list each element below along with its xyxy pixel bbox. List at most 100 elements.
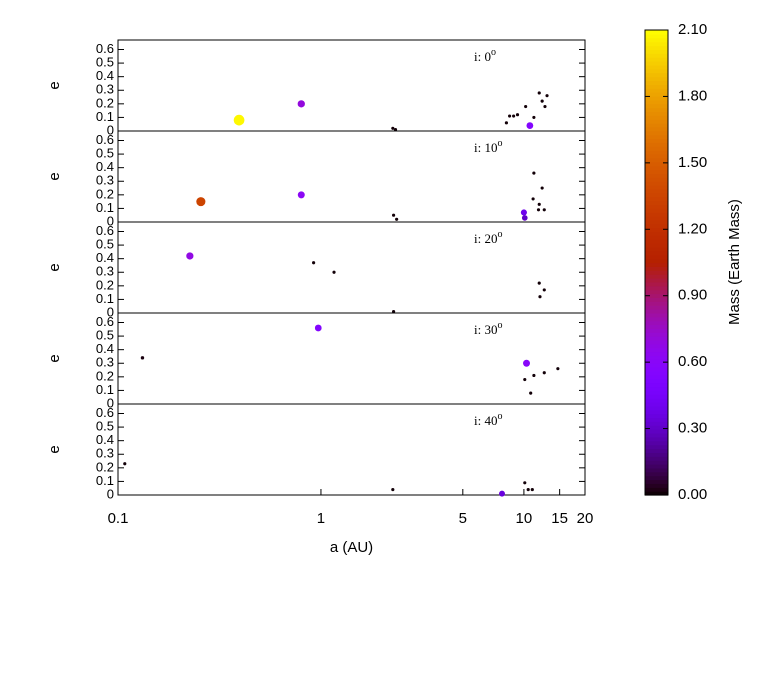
colorbar-segment xyxy=(645,433,668,438)
colorbar-segment xyxy=(645,483,668,488)
y-tick-label: 0.4 xyxy=(96,159,114,174)
colorbar-segment xyxy=(645,223,668,229)
y-tick-label: 0.3 xyxy=(96,355,114,370)
colorbar-segment xyxy=(645,479,668,484)
colorbar-segment xyxy=(645,371,668,376)
point xyxy=(521,215,528,221)
colorbar-segment xyxy=(645,456,668,461)
colorbar-segment xyxy=(645,425,668,430)
colorbar-segment xyxy=(645,30,668,35)
colorbar-segment xyxy=(645,421,668,426)
point xyxy=(499,490,505,497)
y-tick-label: 0.6 xyxy=(96,132,114,147)
colorbar-segment xyxy=(645,394,668,399)
y-tick-label: 0.4 xyxy=(96,341,114,356)
point xyxy=(537,202,541,206)
point xyxy=(540,186,544,190)
colorbar-tick-label: 2.10 xyxy=(678,21,707,38)
panel-frame xyxy=(117,312,586,405)
annotation-text: i: 10 xyxy=(474,140,497,155)
y-tick-label: 0.3 xyxy=(96,82,114,97)
y-tick-label: 0.1 xyxy=(96,473,114,488)
colorbar-segment xyxy=(645,45,668,50)
point xyxy=(512,114,516,118)
colorbar-segment xyxy=(645,84,668,89)
colorbar-segment xyxy=(645,460,668,465)
colorbar-segment xyxy=(645,161,668,167)
colorbar-segment xyxy=(645,150,668,155)
y-tick-label: 0.5 xyxy=(96,146,114,161)
colorbar-segment xyxy=(645,192,668,198)
y-tick-label: 0.3 xyxy=(96,173,114,188)
point xyxy=(540,99,544,103)
colorbar-segment xyxy=(645,309,668,314)
y-tick-label: 0.1 xyxy=(96,291,114,306)
y-tick-label: 0.1 xyxy=(96,200,114,215)
colorbar-segment xyxy=(645,72,668,78)
panel-annotation: i: 0o xyxy=(474,47,496,64)
colorbar-segment xyxy=(645,436,668,442)
annotation-sup: o xyxy=(497,320,502,331)
colorbar-segment xyxy=(645,227,668,233)
colorbar-segment xyxy=(645,92,668,97)
colorbar-segment xyxy=(645,243,668,248)
point xyxy=(196,197,206,207)
point xyxy=(545,94,549,98)
point xyxy=(526,122,534,129)
colorbar-tick-label: 1.20 xyxy=(678,220,707,237)
panel-frame xyxy=(117,403,586,496)
colorbar-segment xyxy=(645,115,668,120)
colorbar-segment xyxy=(645,347,668,353)
point xyxy=(537,281,541,285)
colorbar-segment xyxy=(645,247,668,252)
colorbar-segment xyxy=(645,340,668,345)
y-tick-label: 0.2 xyxy=(96,368,114,383)
colorbar-segment xyxy=(645,359,668,364)
y-axis-label: e xyxy=(46,445,63,453)
colorbar-segment xyxy=(645,173,668,178)
y-tick-label: 0.2 xyxy=(96,186,114,201)
colorbar-segment xyxy=(645,363,668,368)
colorbar-segment xyxy=(645,37,668,43)
colorbar-segment xyxy=(645,119,668,124)
colorbar-segment xyxy=(645,80,668,85)
point xyxy=(392,213,396,217)
y-tick-label: 0.6 xyxy=(96,314,114,329)
colorbar-tick-label: 1.50 xyxy=(678,154,707,171)
colorbar-segment xyxy=(645,402,668,407)
point xyxy=(504,121,508,125)
point xyxy=(529,391,533,395)
colorbar-segment xyxy=(645,41,668,47)
y-axis-label: e xyxy=(46,81,63,89)
point xyxy=(523,359,530,367)
point xyxy=(523,481,527,485)
y-axis-label: e xyxy=(46,354,63,362)
colorbar-segment xyxy=(645,440,668,446)
colorbar-segment xyxy=(645,336,668,341)
point xyxy=(391,126,395,130)
panel-annotation: i: 20o xyxy=(474,229,502,246)
colorbar-segment xyxy=(645,165,668,171)
colorbar-segment xyxy=(645,57,668,62)
y-tick-label: 0.6 xyxy=(96,223,114,238)
point xyxy=(538,295,542,299)
colorbar-label: Mass (Earth Mass) xyxy=(726,199,743,325)
colorbar-segment xyxy=(645,398,668,403)
point xyxy=(233,114,245,126)
colorbar-segment xyxy=(645,95,668,101)
annotation-sup: o xyxy=(497,229,502,240)
colorbar-segment xyxy=(645,49,668,54)
colorbar-segment xyxy=(645,134,668,140)
colorbar-segment xyxy=(645,285,668,291)
colorbar-frame xyxy=(644,29,669,496)
point xyxy=(536,208,541,212)
point xyxy=(542,371,546,375)
annotation-text: i: 20 xyxy=(474,231,497,246)
colorbar-segment xyxy=(645,103,668,109)
colorbar-segment xyxy=(645,405,668,411)
x-tick-label: 1 xyxy=(317,510,325,527)
point xyxy=(314,324,322,332)
colorbar-segment xyxy=(645,382,668,388)
point xyxy=(531,197,535,201)
